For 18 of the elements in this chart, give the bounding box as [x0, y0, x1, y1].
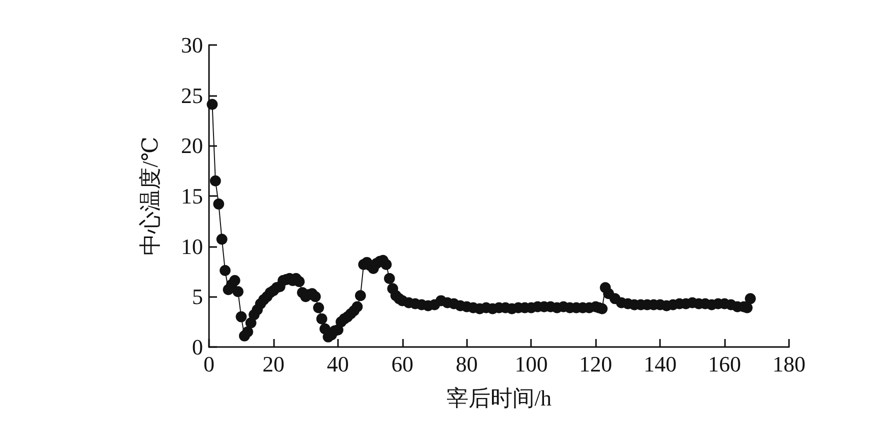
x-tick-label: 100 [514, 352, 548, 376]
y-tick-label: 10 [181, 234, 203, 259]
y-tick-label: 15 [181, 184, 203, 208]
x-tick-label: 180 [772, 352, 806, 376]
x-tick-label: 80 [456, 352, 478, 376]
y-tick-label: 20 [181, 133, 203, 158]
x-tick-label: 40 [326, 352, 349, 376]
x-tick-label: 60 [391, 352, 414, 376]
x-tick-label: 140 [644, 352, 677, 376]
x-tick-label: 120 [579, 352, 612, 376]
y-axis-title: 中心温度/℃ [138, 136, 162, 256]
x-tick-label: 20 [262, 352, 284, 376]
y-tick-label: 0 [192, 334, 203, 360]
y-tick-label: 5 [192, 284, 203, 310]
x-tick-label: 160 [708, 352, 742, 376]
y-tick-label: 30 [181, 32, 203, 58]
y-tick-label: 25 [181, 82, 203, 108]
x-axis-title: 宰后时间/h [446, 386, 552, 410]
